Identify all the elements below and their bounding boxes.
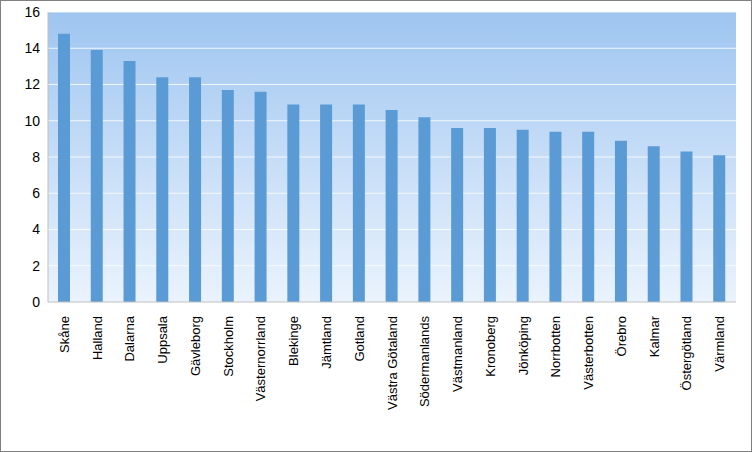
svg-text:Halland: Halland xyxy=(90,316,105,360)
svg-text:16: 16 xyxy=(24,4,40,20)
svg-text:Gotland: Gotland xyxy=(352,316,367,362)
svg-text:10: 10 xyxy=(24,113,40,129)
svg-text:Norrbotten: Norrbotten xyxy=(548,316,563,377)
svg-text:Kalmar: Kalmar xyxy=(647,315,662,357)
svg-text:Västmanland: Västmanland xyxy=(450,316,465,392)
svg-text:Östergötland: Östergötland xyxy=(679,316,694,390)
svg-text:Skåne: Skåne xyxy=(57,316,72,353)
svg-text:Södermanlands: Södermanlands xyxy=(417,316,432,408)
svg-text:Jämtland: Jämtland xyxy=(319,316,334,369)
svg-text:Örebro: Örebro xyxy=(614,316,629,356)
svg-text:0: 0 xyxy=(32,294,40,310)
svg-text:2: 2 xyxy=(32,258,40,274)
svg-text:Stockholm: Stockholm xyxy=(221,316,236,377)
svg-text:12: 12 xyxy=(24,76,40,92)
svg-text:Västernorrland: Västernorrland xyxy=(253,316,268,401)
svg-text:Jönköping: Jönköping xyxy=(516,316,531,375)
svg-text:Västerbotten: Västerbotten xyxy=(581,316,596,390)
svg-text:Kronoberg: Kronoberg xyxy=(483,316,498,377)
svg-text:Dalarna: Dalarna xyxy=(122,315,137,361)
svg-text:Värmland: Värmland xyxy=(712,316,727,372)
svg-text:Uppsala: Uppsala xyxy=(155,315,170,363)
svg-text:6: 6 xyxy=(32,185,40,201)
svg-text:14: 14 xyxy=(24,40,40,56)
svg-text:8: 8 xyxy=(32,149,40,165)
svg-text:Gävleborg: Gävleborg xyxy=(188,316,203,376)
svg-text:Västra Götaland: Västra Götaland xyxy=(385,316,400,410)
svg-text:4: 4 xyxy=(32,221,40,237)
svg-text:Blekinge: Blekinge xyxy=(286,316,301,366)
